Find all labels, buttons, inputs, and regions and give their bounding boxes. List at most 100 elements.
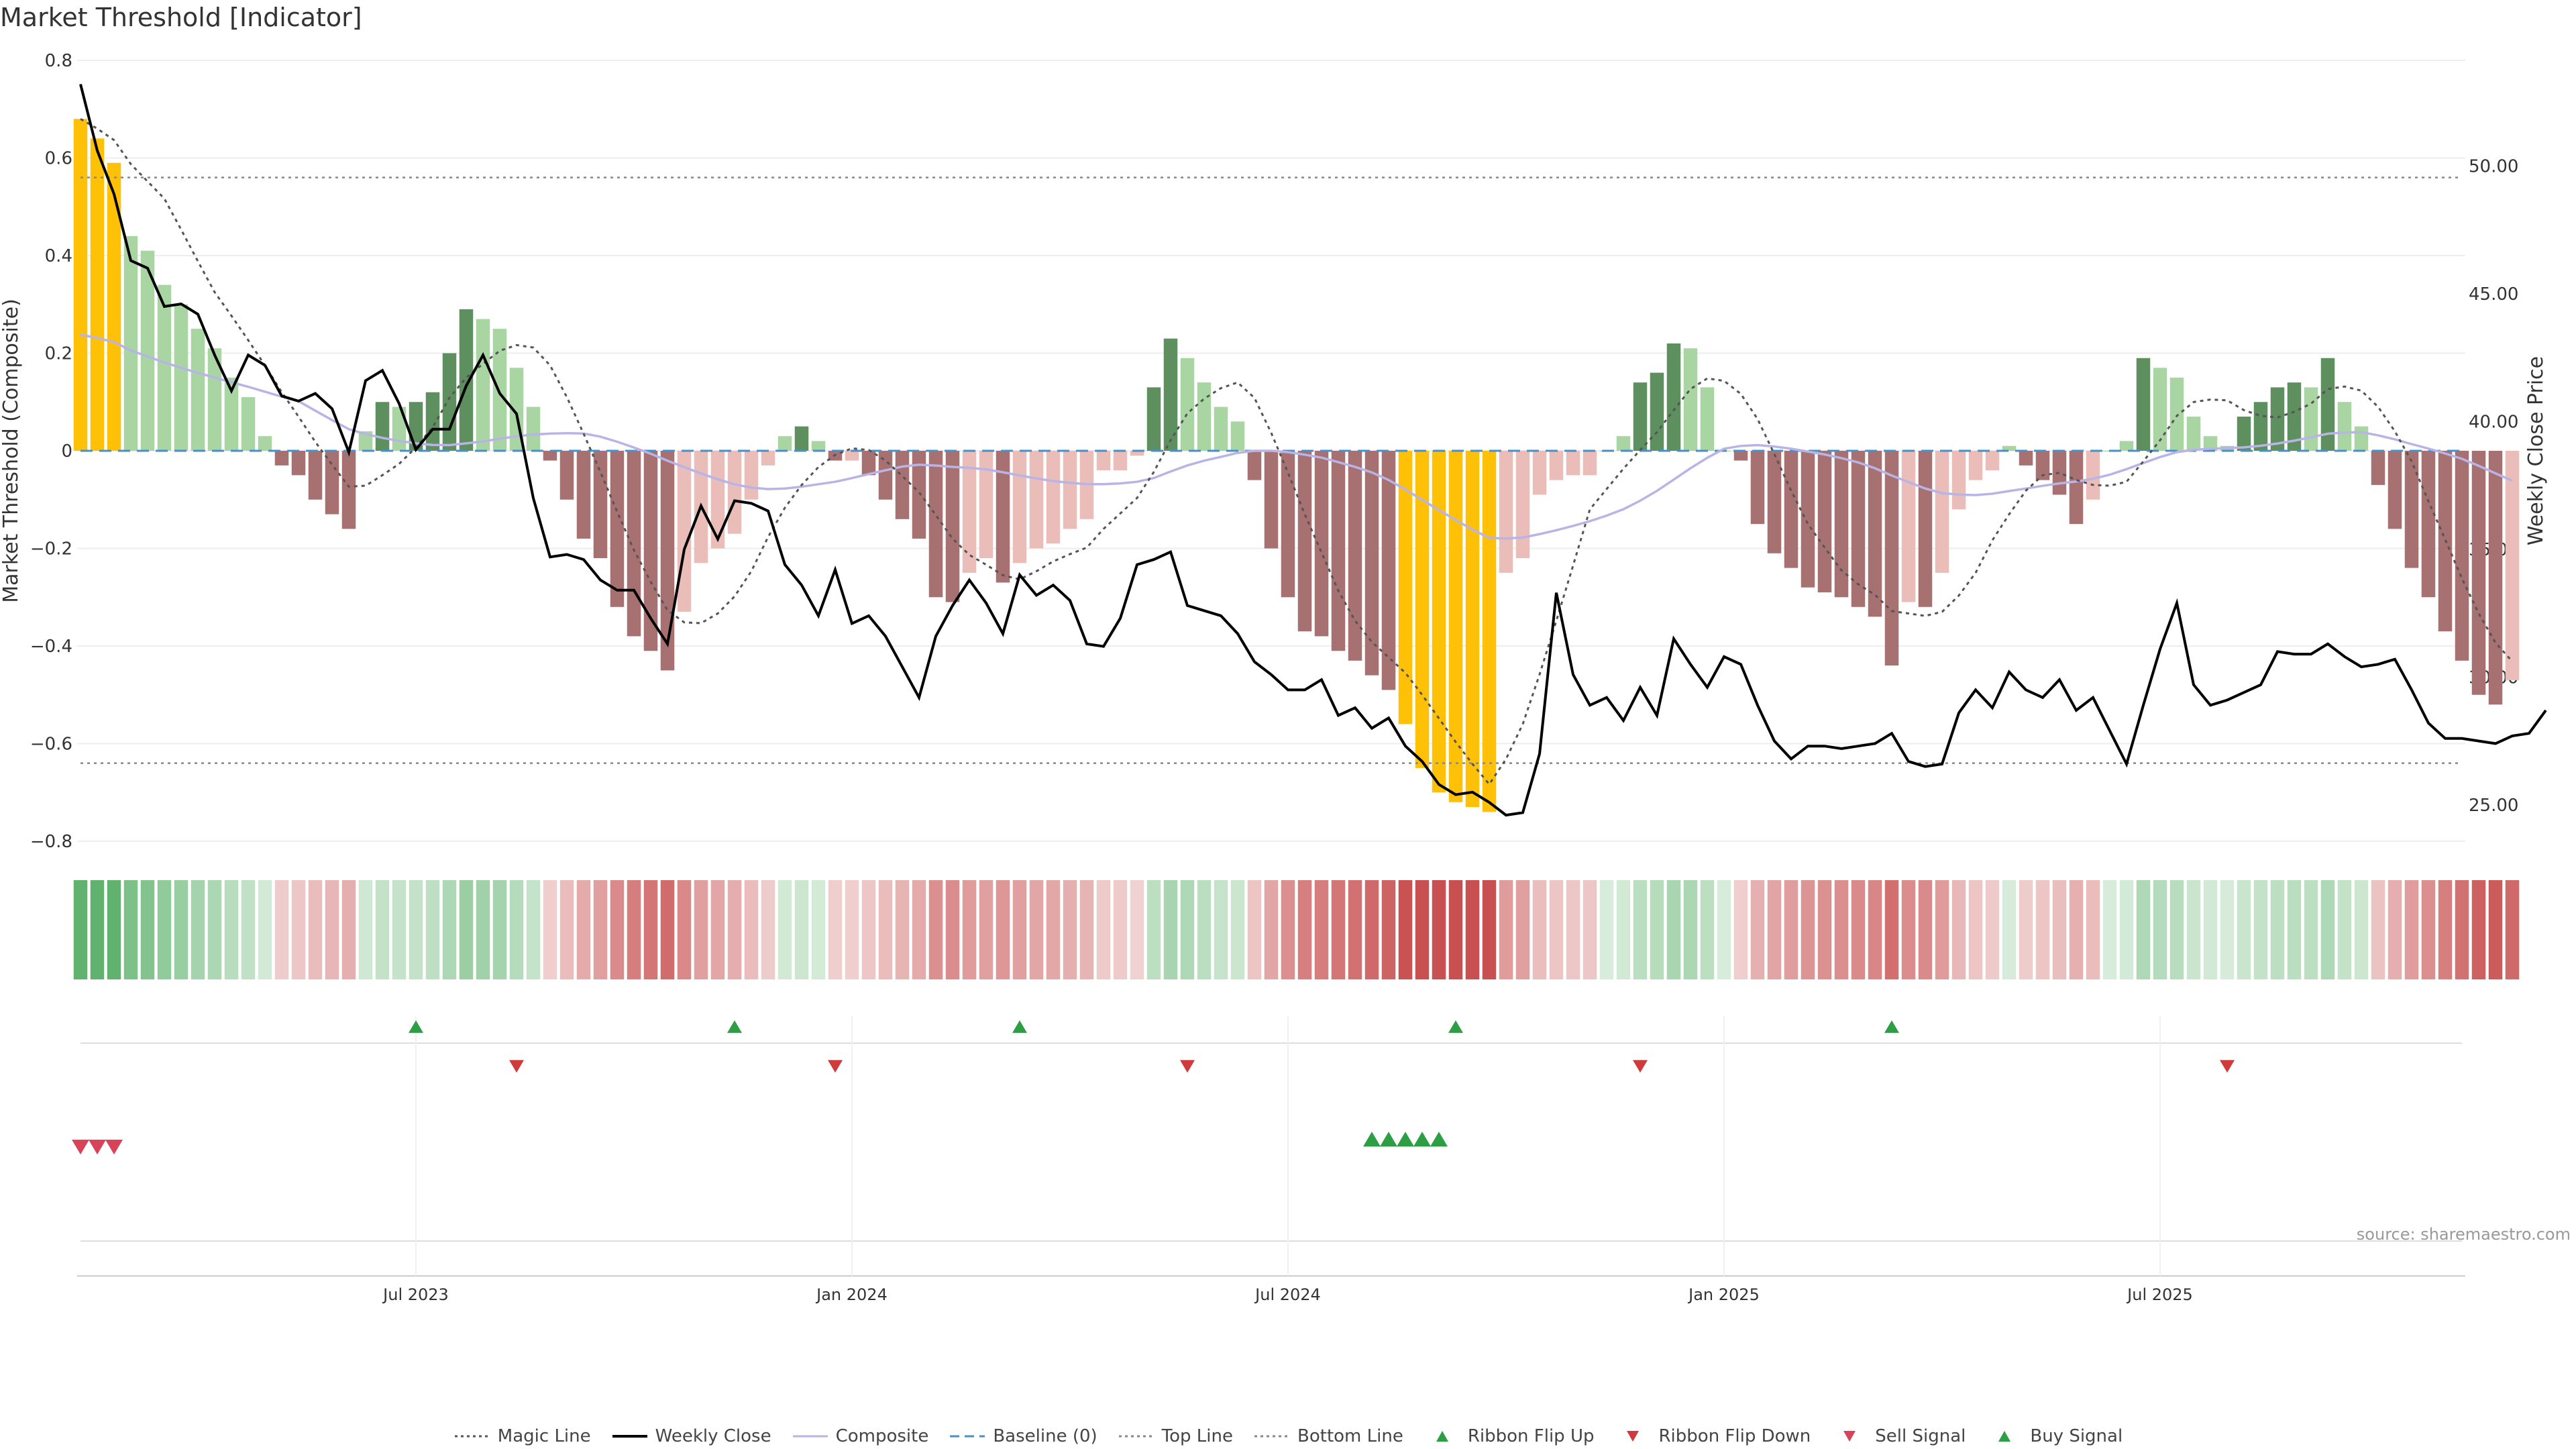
ribbon-cell [761, 880, 775, 979]
composite-bar [1767, 451, 1782, 553]
composite-bar [811, 441, 826, 451]
ribbon-cell [2320, 880, 2335, 979]
ribbon-cell [2136, 880, 2151, 979]
composite-bar [2253, 402, 2268, 451]
composite-bar [1834, 451, 1849, 598]
ribbon-cell [1499, 880, 1513, 979]
ribbon-cell [1767, 880, 1782, 979]
ribbon-flip-down-marker [1633, 1060, 1648, 1073]
legend-label: Top Line [1161, 1426, 1233, 1446]
ribbon-cell [341, 880, 356, 979]
composite-bar [1968, 451, 1983, 480]
composite-bar [258, 436, 272, 451]
ribbon-cell [2086, 880, 2100, 979]
y-tick-label: 0 [61, 441, 72, 462]
ribbon-cell [1113, 880, 1128, 979]
composite-bar [308, 451, 323, 500]
ribbon-cell [1633, 880, 1648, 979]
ribbon-cell [73, 880, 88, 979]
ribbon-cell [1901, 880, 1916, 979]
legend-label: Ribbon Flip Up [1467, 1426, 1595, 1446]
ribbon-cell [1700, 880, 1715, 979]
ribbon-cell [1935, 880, 1949, 979]
legend-label: Magic Line [497, 1426, 591, 1446]
composite-bar [627, 451, 641, 637]
composite-bar [1901, 451, 1916, 602]
buy-signal-marker [1380, 1132, 1397, 1147]
ribbon-cell [1666, 880, 1681, 979]
composite-bar [895, 451, 910, 519]
ribbon-cell [1096, 880, 1111, 979]
ribbon-cell [2488, 880, 2503, 979]
ribbon-cell [727, 880, 742, 979]
ribbon-cell [2119, 880, 2134, 979]
ribbon-cell [576, 880, 591, 979]
composite-bar [660, 451, 675, 671]
composite-bar [727, 451, 742, 534]
weekly-close-line [79, 84, 2547, 817]
composite-bar [1264, 451, 1279, 549]
composite-bar [1364, 451, 1379, 676]
ribbon-cell [1180, 880, 1195, 979]
ribbon-cell [1415, 880, 1430, 979]
ribbon-flip-up-marker [1448, 1020, 1463, 1033]
ribbon-cell [1784, 880, 1799, 979]
ribbon-cell [1297, 880, 1312, 979]
legend-item-flip_up: Ribbon Flip Up [1424, 1426, 1595, 1446]
ribbon-cell [1582, 880, 1597, 979]
composite-bar [1750, 451, 1765, 525]
ribbon-cell [811, 880, 826, 979]
ribbon-cell [643, 880, 658, 979]
legend-label: Bottom Line [1297, 1426, 1403, 1446]
composite-bar [358, 431, 373, 451]
ribbon-cell [241, 880, 256, 979]
composite-bar [543, 451, 557, 461]
composite-bar [140, 250, 155, 451]
composite-bar [1331, 451, 1346, 651]
legend-label: Ribbon Flip Down [1658, 1426, 1811, 1446]
legend-item-flip_down: Ribbon Flip Down [1614, 1426, 1811, 1446]
ribbon-cell [1650, 880, 1664, 979]
composite-bar [861, 451, 876, 476]
composite-bar [1499, 451, 1513, 573]
composite-bar [1700, 387, 1715, 451]
composite-bar [1951, 451, 1966, 510]
ribbon-cell [1482, 880, 1497, 979]
composite-bar [2421, 451, 2436, 598]
dotted-line-icon [1254, 1435, 1289, 1438]
legend-item-composite: Composite [792, 1426, 928, 1446]
ribbon-cell [2203, 880, 2218, 979]
ribbon-cell [2287, 880, 2302, 979]
legend-label: Baseline (0) [993, 1426, 1097, 1446]
composite-bar [878, 451, 893, 500]
solid-line-icon [612, 1435, 647, 1438]
ribbon-cell [1381, 880, 1396, 979]
ribbon-cell [459, 880, 474, 979]
composite-bar [1398, 451, 1413, 724]
composite-bar [928, 451, 943, 598]
composite-bar [1146, 387, 1161, 451]
composite-bar [2505, 451, 2520, 680]
ribbon-cell [1985, 880, 2000, 979]
composite-bar [777, 436, 792, 451]
buy-signal-marker [1413, 1132, 1431, 1147]
composite-bar [1281, 451, 1295, 598]
ribbon-cell [962, 880, 977, 979]
ribbon-cell [375, 880, 390, 979]
ribbon-cell [1616, 880, 1631, 979]
ribbon-cell [794, 880, 809, 979]
legend-item-close: Weekly Close [611, 1426, 771, 1446]
dotted-line-icon [1118, 1435, 1154, 1438]
ribbon-cell [2438, 880, 2453, 979]
composite-bar [2270, 387, 2285, 451]
x-tick-label: Jul 2025 [2126, 1285, 2193, 1304]
ribbon-flip-up-marker [1012, 1020, 1027, 1033]
ribbon-cell [1331, 880, 1346, 979]
ribbon-cell [610, 880, 625, 979]
composite-bar [1046, 451, 1061, 544]
composite-bar [1851, 451, 1866, 607]
composite-bar [1868, 451, 1882, 617]
ribbon-cell [1817, 880, 1832, 979]
ribbon-cell [1230, 880, 1245, 979]
